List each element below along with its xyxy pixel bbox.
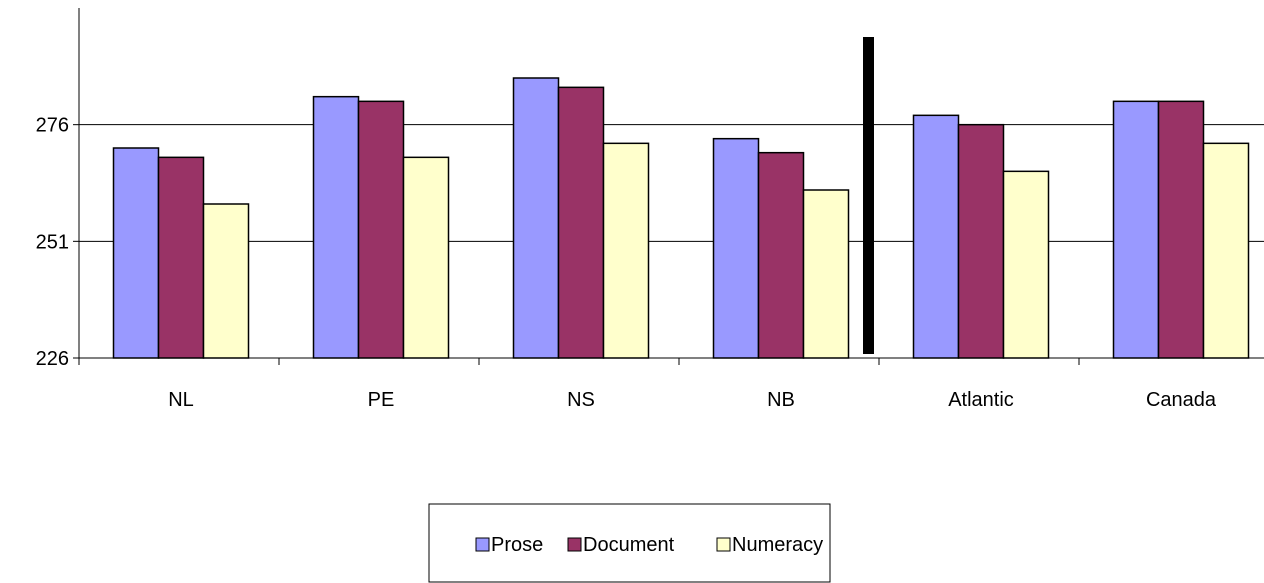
bar-prose-nl xyxy=(112,147,160,359)
bar-document-nl xyxy=(157,156,205,359)
bar-numeracy-nl xyxy=(202,203,250,359)
y-tick-label-276: 276 xyxy=(36,115,69,137)
y-tick-label-226: 226 xyxy=(36,348,69,370)
bar-numeracy-ns xyxy=(602,142,650,359)
bar-prose-atlantic xyxy=(912,114,960,359)
x-tick-label-nb: NB xyxy=(767,389,795,411)
bar-numeracy-canada xyxy=(1202,142,1250,359)
x-tick-label-pe: PE xyxy=(368,389,395,411)
x-tick-label-canada: Canada xyxy=(1146,389,1217,411)
bar-document-pe xyxy=(357,100,405,359)
legend: Prose Document Numeracy xyxy=(428,503,831,583)
legend-swatch-document xyxy=(567,537,582,552)
bar-prose-nb xyxy=(712,137,760,359)
legend-label-numeracy: Numeracy xyxy=(732,534,823,556)
bar-document-ns xyxy=(557,86,605,359)
bar-prose-pe xyxy=(312,95,360,359)
x-tick-label-ns: NS xyxy=(567,389,595,411)
bar-prose-ns xyxy=(512,77,560,359)
bars xyxy=(112,37,1250,359)
legend-swatch-prose xyxy=(475,537,490,552)
legend-box xyxy=(428,503,831,583)
x-tick-label-nl: NL xyxy=(168,389,194,411)
tick-labels: 226 251 276 NL PE NS NB Atlantic Canada xyxy=(36,115,1217,411)
separator-bar xyxy=(863,37,874,354)
legend-swatch-numeracy xyxy=(716,537,731,552)
bar-document-atlantic xyxy=(957,123,1005,359)
axes xyxy=(73,8,1264,365)
y-tick-label-251: 251 xyxy=(36,231,69,253)
bar-numeracy-nb xyxy=(802,189,850,359)
legend-label-prose: Prose xyxy=(491,534,543,556)
bar-prose-canada xyxy=(1112,100,1160,359)
x-tick-label-atlantic: Atlantic xyxy=(948,389,1014,411)
gridlines xyxy=(79,124,1264,242)
bar-document-canada xyxy=(1157,100,1205,359)
bar-numeracy-atlantic xyxy=(1002,170,1050,359)
bar-document-nb xyxy=(757,151,805,359)
legend-label-document: Document xyxy=(583,534,675,556)
bar-numeracy-pe xyxy=(402,156,450,359)
